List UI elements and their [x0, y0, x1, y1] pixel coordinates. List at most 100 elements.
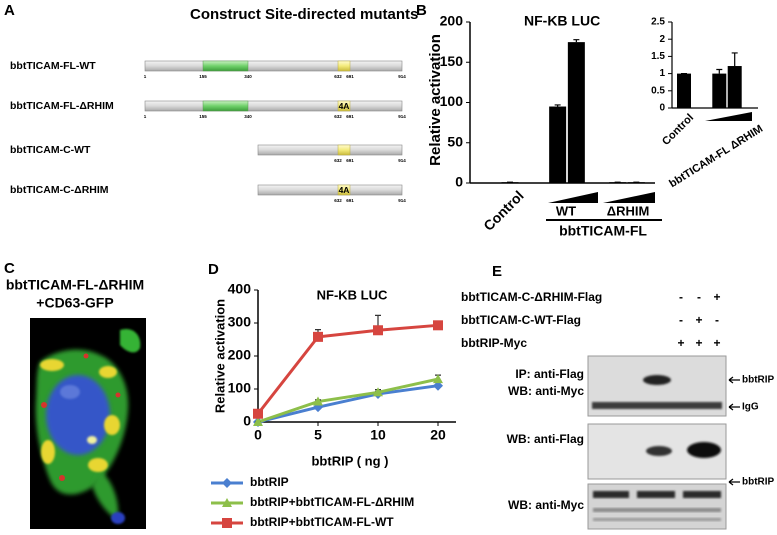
red-signal: [115, 392, 121, 398]
treatment-sign: +: [713, 290, 720, 304]
blot-label: WB: anti-Flag: [507, 432, 584, 446]
tir-domain: [202, 60, 249, 72]
site-number: 914: [398, 114, 406, 119]
image-subtitle: +CD63-GFP: [36, 295, 113, 311]
legend-label: bbtRIP: [250, 475, 289, 489]
site-number: 914: [398, 198, 406, 203]
treatment-label: bbtTICAM-C-ΔRHIM-Flag: [461, 290, 602, 304]
colocalization: [88, 458, 108, 472]
site-number: 340: [244, 114, 252, 119]
marker: [222, 498, 232, 507]
construct-bar: [257, 144, 403, 156]
bar: [567, 42, 585, 183]
x-tick-label: ΔRHIM: [607, 203, 650, 218]
band: [643, 375, 671, 385]
construct-name: bbtTICAM-C-WT: [10, 144, 91, 156]
blot-label: WB: anti-Myc: [508, 384, 584, 398]
treatment-sign: +: [713, 336, 720, 350]
annotation: NF-KB LUC: [317, 287, 388, 302]
colocalization: [40, 359, 64, 371]
y-tick-label: 100: [228, 380, 252, 396]
tir-domain: [202, 100, 249, 112]
marker: [222, 518, 232, 528]
panel-label: E: [492, 263, 502, 280]
x-tick-label: 20: [430, 427, 446, 443]
y-axis-label: Relative activation: [212, 299, 227, 413]
marker: [433, 320, 443, 331]
x-axis-label: bbtRIP ( ng ): [311, 453, 388, 468]
site-number: 914: [398, 158, 406, 163]
construct-panel: bbtTICAM-FL-WT 1 155 340 632 691 914 bbtTICAM-F…: [10, 60, 406, 203]
mutation-label: 4A: [339, 185, 350, 195]
treatment-sign: +: [677, 336, 684, 350]
dose-wedge: [548, 192, 598, 203]
series-line: [256, 323, 439, 415]
construct-name: bbtTICAM-FL-ΔRHIM: [10, 100, 114, 112]
dose-wedge: [705, 112, 752, 121]
band-label: bbtRIP: [742, 477, 775, 488]
y-tick-label: 1.5: [651, 51, 665, 62]
marker: [433, 374, 443, 384]
marker: [253, 408, 263, 419]
y-axis-label: Relative activation: [427, 34, 444, 166]
site-number: 691: [346, 74, 354, 79]
treatment-label: bbtRIP-Myc: [461, 336, 527, 350]
site-number: 632: [334, 114, 342, 119]
site-number: 1: [144, 114, 147, 119]
blot-label: IP: anti-Flag: [515, 367, 584, 381]
x-tick-label: Control: [480, 187, 527, 234]
y-tick-label: 0: [243, 413, 251, 429]
nucleus-detail: [60, 385, 80, 399]
treatment-sign: -: [715, 313, 719, 327]
bar: [677, 73, 691, 108]
colocalization: [99, 366, 117, 378]
marker: [373, 325, 383, 336]
rhim-domain: [337, 60, 351, 72]
panel-label: A: [4, 2, 15, 19]
y-tick-label: 50: [447, 133, 463, 149]
construct-bar: [257, 184, 403, 196]
legend-label: bbtRIP+bbtTICAM-FL-WT: [250, 515, 394, 529]
error-bar: [554, 104, 561, 107]
site-number: 632: [334, 74, 342, 79]
line-chart: NF-KB LUC Relative activation bbtRIP ( n…: [211, 281, 456, 529]
panel-label: B: [416, 2, 427, 19]
blot-label: WB: anti-Myc: [508, 498, 584, 512]
band-arrow: [728, 478, 740, 486]
red-signal: [59, 475, 65, 481]
site-number: 340: [244, 74, 252, 79]
y-tick-label: 400: [228, 281, 252, 297]
bar: [549, 106, 567, 183]
error-bar: [731, 52, 738, 67]
treatment-sign: -: [679, 313, 683, 327]
panel-label: D: [208, 261, 219, 278]
y-tick-label: 2: [659, 34, 665, 45]
y-tick-label: 200: [228, 347, 252, 363]
x-tick-label: 5: [314, 427, 322, 443]
site-number: 691: [346, 198, 354, 203]
image-title: bbtTICAM-FL-ΔRHIM: [6, 277, 144, 293]
error-bar: [716, 68, 723, 74]
band-label: IgG: [742, 402, 759, 413]
bar: [712, 73, 727, 108]
band: [592, 402, 722, 409]
x-tick-label: 10: [370, 427, 386, 443]
group-label: bbtTICAM-FL: [559, 223, 647, 239]
y-tick-label: 1: [659, 68, 665, 79]
site-number: 155: [199, 74, 207, 79]
site-number: 691: [346, 158, 354, 163]
marker: [433, 380, 443, 391]
band-arrow: [728, 403, 740, 411]
site-number: 632: [334, 158, 342, 163]
construct-bar: [144, 100, 403, 112]
y-tick-label: 100: [440, 93, 464, 109]
rhim-domain: [337, 100, 351, 112]
band: [683, 491, 721, 498]
band: [593, 508, 721, 512]
cell-protrusion: [92, 470, 119, 520]
treatment-sign: +: [695, 336, 702, 350]
construct-title: Construct Site-directed mutants: [190, 6, 418, 23]
y-tick-label: 0.5: [651, 85, 665, 96]
nucleus: [111, 512, 125, 524]
